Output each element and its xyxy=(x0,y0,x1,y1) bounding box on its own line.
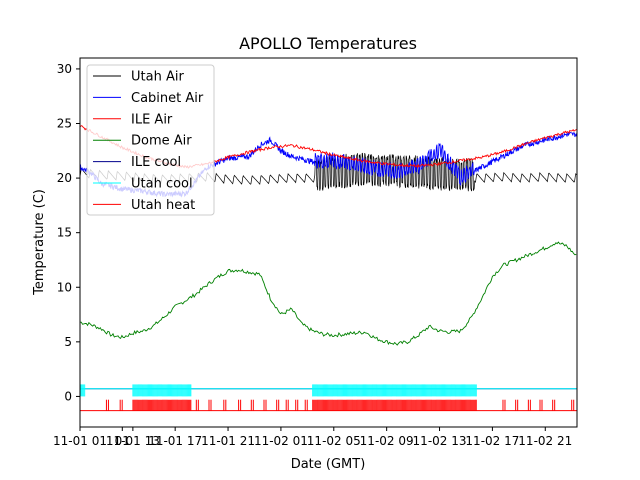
y-tick-label: 10 xyxy=(57,280,72,294)
x-axis-label: Date (GMT) xyxy=(291,457,366,472)
x-tick-label: 11-01 21 xyxy=(201,434,255,448)
legend-box xyxy=(86,64,215,216)
legend-label-ile-air: ILE Air xyxy=(131,112,173,127)
legend-label-utah-cool: Utah cool xyxy=(131,177,193,192)
y-tick-label: 15 xyxy=(57,226,72,240)
legend-label-utah-heat: Utah heat xyxy=(131,198,195,213)
x-tick-label: 11-02 13 xyxy=(413,434,467,448)
x-tick-label: 11-01 13 xyxy=(106,434,160,448)
plot-area-frame xyxy=(79,57,578,428)
y-tick-label: 20 xyxy=(57,171,72,185)
legend: Utah Air Cabinet Air ILE Air Dome Air ILE co… xyxy=(86,64,215,216)
x-tick-label: 01 xyxy=(115,434,130,448)
x-tick-label: 11-01 01 xyxy=(53,434,107,448)
legend-label-ile-cool: ILE cool xyxy=(131,155,181,170)
y-tick-label: 5 xyxy=(64,335,72,349)
legend-label-cabinet-air: Cabinet Air xyxy=(131,91,204,106)
x-tick-label: 11-02 21 xyxy=(518,434,572,448)
x-tick-label: 11-02 17 xyxy=(465,434,519,448)
y-tick-label: 25 xyxy=(57,117,72,131)
series-utah-heat xyxy=(80,399,577,412)
legend-label-dome-air: Dome Air xyxy=(131,134,192,149)
y-tick-label: 0 xyxy=(64,389,72,403)
x-tick-label: 11-02 05 xyxy=(307,434,361,448)
x-tick-label: 11-02 09 xyxy=(360,434,414,448)
x-tick-label: 11-02 01 xyxy=(254,434,308,448)
legend-label-utah-air: Utah Air xyxy=(131,70,184,85)
chart-title: APOLLO Temperatures xyxy=(239,34,417,53)
x-tick-label: 11-01 17 xyxy=(148,434,202,448)
y-axis-label: Temperature (C) xyxy=(32,189,47,296)
series-dome-air xyxy=(80,241,577,346)
y-tick-label: 30 xyxy=(57,62,72,76)
series-utah-cool xyxy=(80,384,577,397)
